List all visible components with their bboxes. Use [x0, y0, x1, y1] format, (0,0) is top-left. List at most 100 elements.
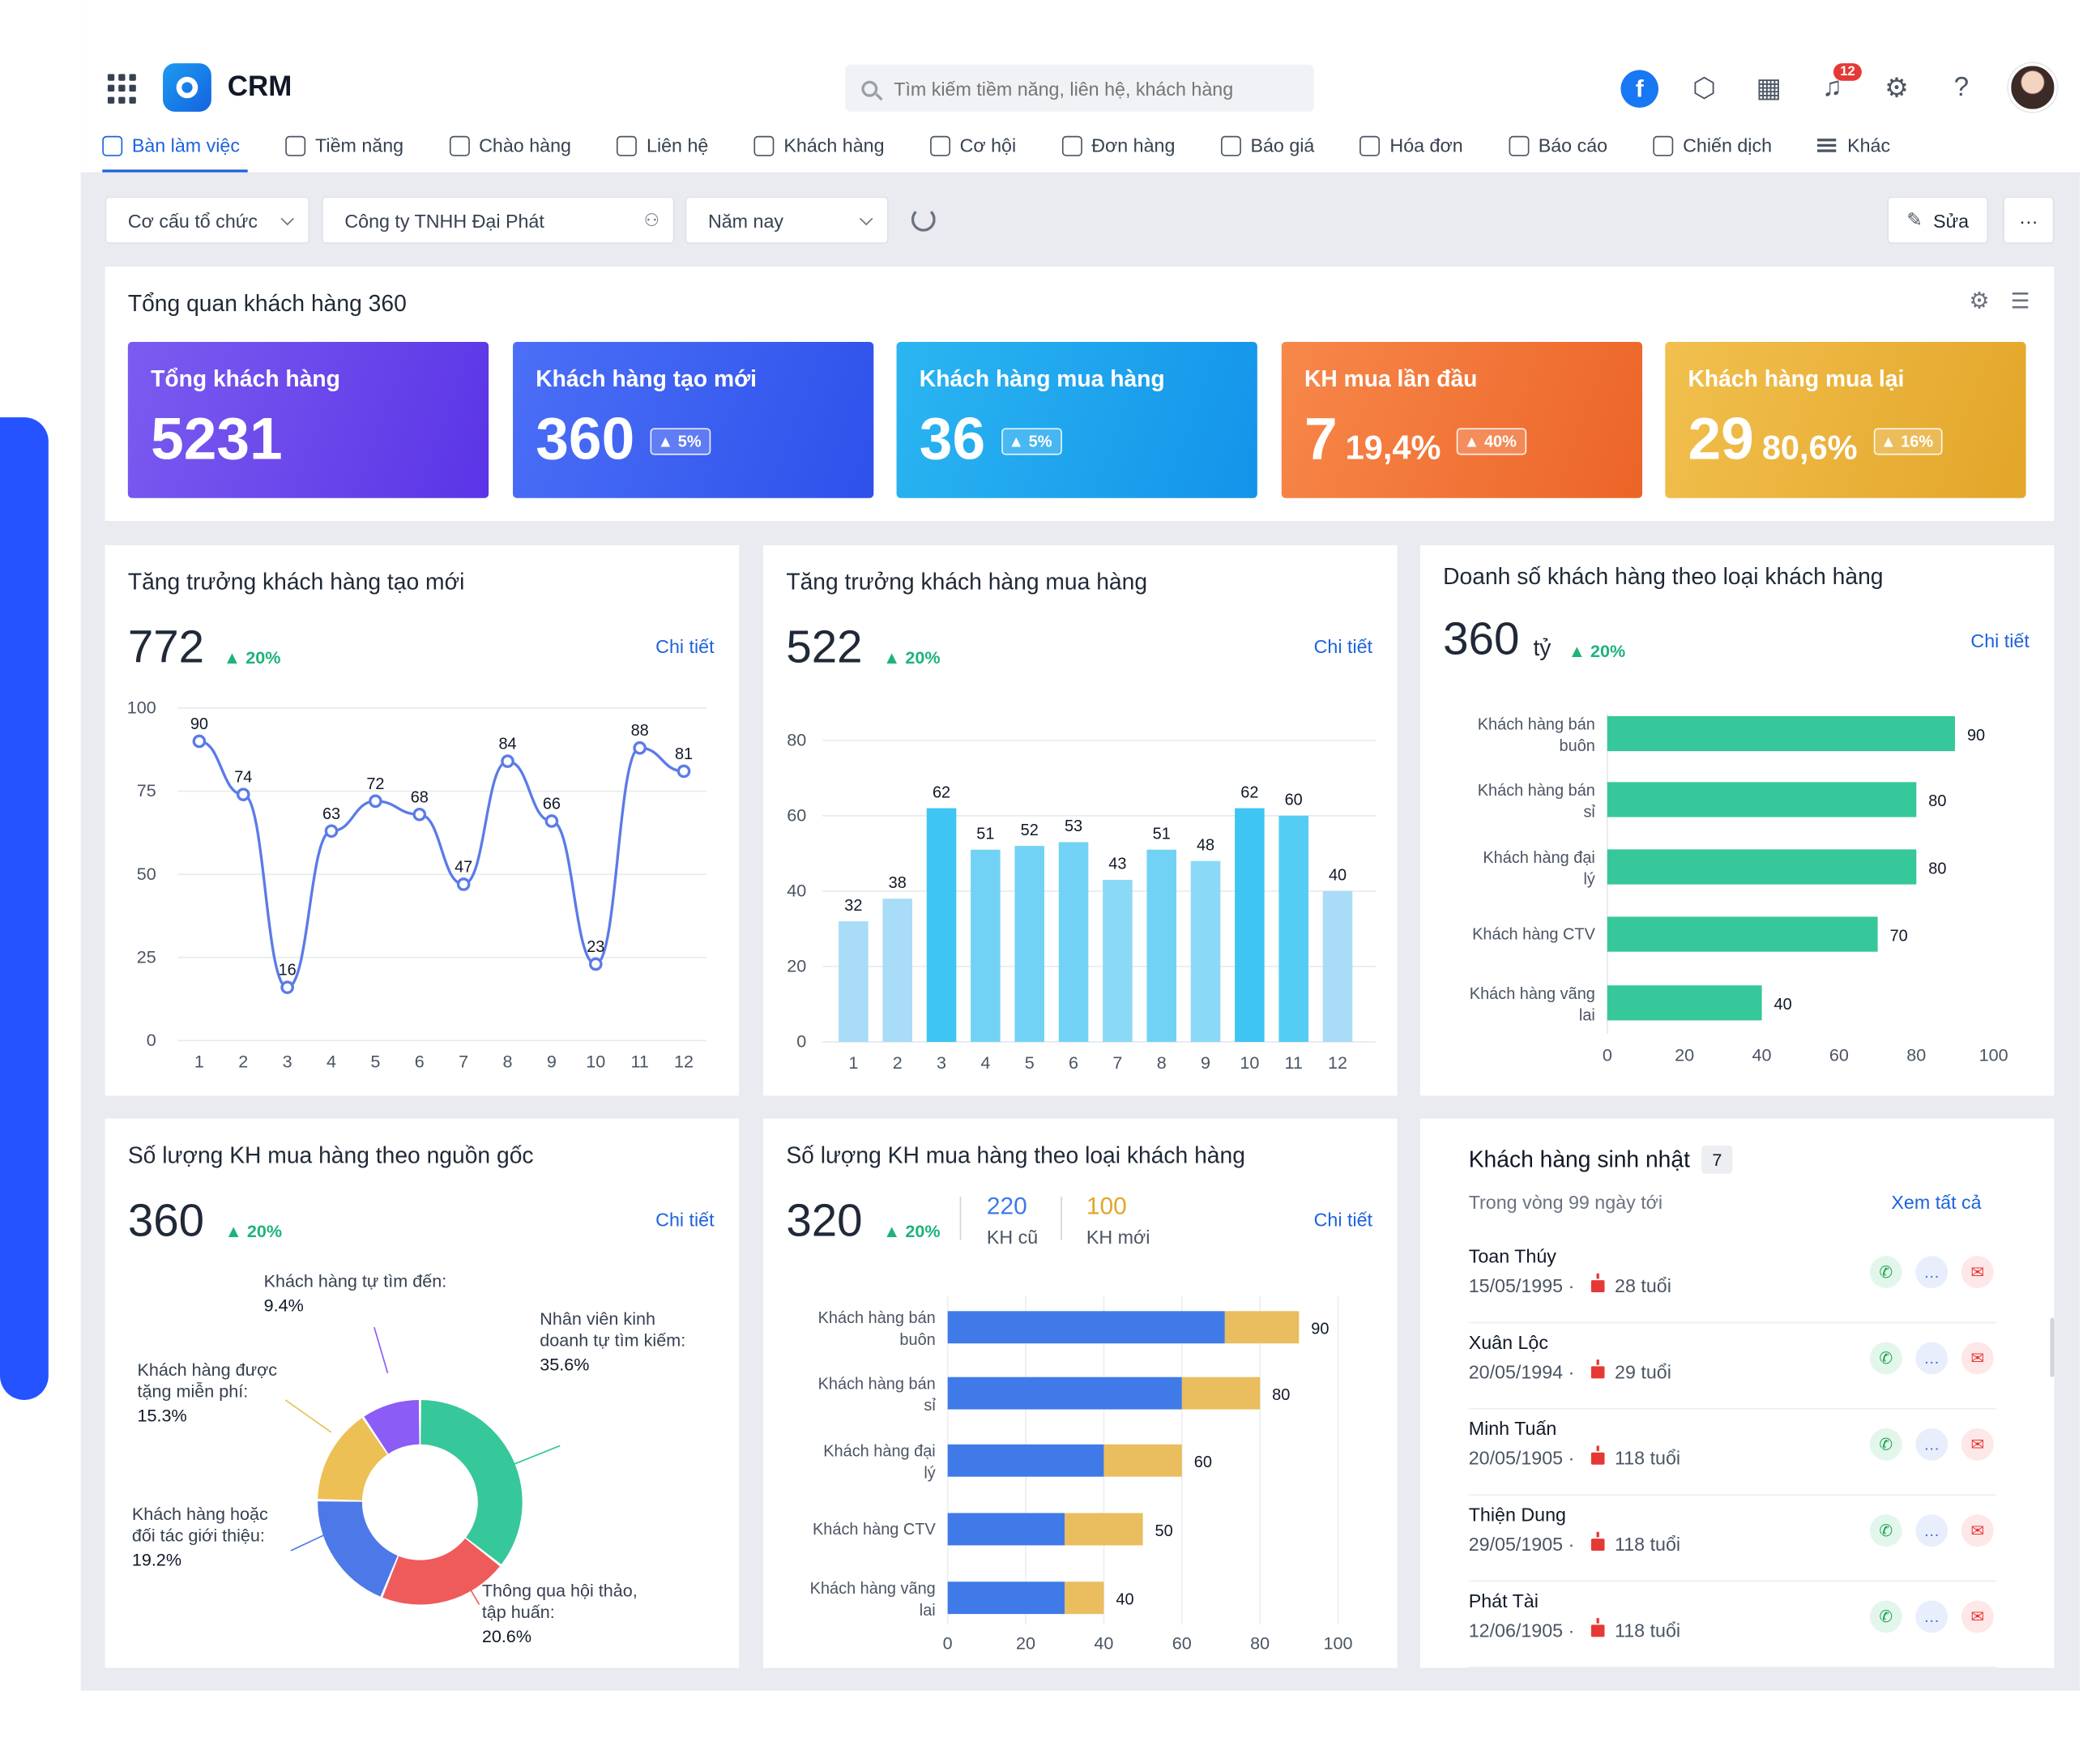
- app-grid-icon[interactable]: [107, 74, 138, 104]
- period-label: Năm nay: [707, 209, 784, 231]
- nav-item-6[interactable]: Đơn hàng: [1061, 130, 1221, 162]
- y-tick-label: Khách hàng bán: [1478, 782, 1595, 800]
- search-input[interactable]: [894, 77, 1285, 100]
- stacked-bar-segment: [947, 1377, 1182, 1410]
- nav-item-2[interactable]: Chào hàng: [449, 130, 617, 162]
- kpi-tile[interactable]: KH mua lần đầu 7 19,4% ▲ 40%: [1281, 342, 1643, 498]
- detail-link[interactable]: Chi tiết: [1313, 1209, 1373, 1231]
- y-tick-label: lai: [920, 1602, 936, 1620]
- birth-date: 12/06/1905: [1468, 1619, 1564, 1641]
- nav-item-3[interactable]: Liên hệ: [617, 130, 753, 162]
- org-structure-select[interactable]: Cơ cấu tổ chức: [105, 196, 310, 244]
- kpi-value: 29: [1688, 406, 1754, 473]
- nav-item-7[interactable]: Báo giá: [1220, 130, 1360, 162]
- nav-item-11[interactable]: Khác: [1817, 130, 1936, 162]
- kpi-tile[interactable]: Tổng khách hàng 5231: [127, 342, 489, 498]
- kpi-change: 16%: [1901, 432, 1934, 451]
- nav-item-10[interactable]: Chiến dịch: [1653, 130, 1818, 162]
- kpi-tile[interactable]: Khách hàng tạo mới 360 ▲ 5%: [513, 342, 874, 498]
- mail-icon[interactable]: ✉: [1961, 1514, 1994, 1547]
- refresh-icon[interactable]: [911, 207, 936, 232]
- customer-name: Toan Thúy: [1468, 1244, 1556, 1267]
- global-search[interactable]: [845, 64, 1314, 112]
- kpi-title: Khách hàng tạo mới: [536, 365, 758, 392]
- mail-icon[interactable]: ✉: [1961, 1342, 1994, 1375]
- data-label: 47: [455, 859, 472, 877]
- kpi-tile[interactable]: Khách hàng mua hàng 36 ▲ 5%: [896, 342, 1257, 498]
- kpi-tile[interactable]: Khách hàng mua lại 29 80,6% ▲ 16%: [1665, 342, 2026, 498]
- y-tick-label: 40: [787, 881, 806, 901]
- slice-percent: 19.2%: [132, 1549, 181, 1569]
- chat-icon[interactable]: …: [1915, 1428, 1948, 1461]
- company-select[interactable]: Công ty TNHH Đại Phát ⚇: [322, 196, 675, 244]
- label-connector: [373, 1327, 389, 1373]
- label-connector: [512, 1445, 561, 1466]
- facebook-icon[interactable]: f: [1620, 70, 1658, 108]
- detail-link[interactable]: Chi tiết: [1970, 630, 2030, 652]
- kpi-value: 360: [1443, 613, 1520, 665]
- scrollbar[interactable]: [2050, 1317, 2055, 1377]
- settings-gear-icon[interactable]: ⚙: [1884, 73, 1909, 104]
- y-tick-label: lý: [1583, 871, 1594, 889]
- mail-icon[interactable]: ✉: [1961, 1600, 1994, 1633]
- panel-settings-icon[interactable]: ⚙: [1969, 288, 1990, 314]
- y-tick-label: 50: [137, 864, 156, 884]
- age: 29 tuổi: [1615, 1360, 1671, 1383]
- see-all-link[interactable]: Xem tất cả: [1891, 1191, 1982, 1214]
- phone-icon[interactable]: ✆: [1869, 1256, 1902, 1289]
- data-label: 88: [631, 722, 649, 740]
- phone-icon[interactable]: ✆: [1869, 1514, 1902, 1547]
- slice-percent: 35.6%: [540, 1354, 589, 1374]
- y-tick-label: Khách hàng vãng: [1470, 985, 1595, 1003]
- data-label: 60: [1194, 1453, 1212, 1471]
- birthday-row[interactable]: Toan Thúy 15/05/1995 · 28 tuổi ✆ … ✉: [1468, 1237, 1997, 1324]
- phone-icon[interactable]: ✆: [1869, 1600, 1902, 1633]
- chat-icon[interactable]: …: [1915, 1256, 1948, 1289]
- org-structure-label: Cơ cấu tổ chức: [127, 209, 258, 231]
- birthday-row[interactable]: Phát Tài 12/06/1905 · 118 tuổi ✆ … ✉: [1468, 1581, 1997, 1668]
- nav-item-label: Chào hàng: [479, 134, 571, 156]
- chat-icon[interactable]: …: [1915, 1600, 1948, 1633]
- bar: [1190, 860, 1221, 1043]
- cube-icon[interactable]: ⬡: [1692, 73, 1716, 104]
- mail-icon[interactable]: ✉: [1961, 1428, 1994, 1461]
- edit-button[interactable]: ✎ Sửa: [1887, 196, 1989, 244]
- nav-item-9[interactable]: Báo cáo: [1509, 130, 1653, 162]
- panel-filter-icon[interactable]: ☰: [2010, 290, 2030, 314]
- type-count-card: Số lượng KH mua hàng theo loại khách hàn…: [763, 1118, 1398, 1668]
- detail-link[interactable]: Chi tiết: [655, 1209, 715, 1231]
- mail-icon[interactable]: ✉: [1961, 1256, 1994, 1289]
- phone-icon[interactable]: ✆: [1869, 1428, 1902, 1461]
- data-label: 70: [1890, 927, 1908, 945]
- x-tick-label: 12: [1328, 1052, 1347, 1073]
- more-options-button[interactable]: ···: [2003, 196, 2055, 244]
- x-tick-label: 5: [1025, 1052, 1035, 1073]
- x-tick-label: 11: [630, 1052, 648, 1072]
- calendar-icon[interactable]: ▦: [1756, 73, 1782, 104]
- nav-item-1[interactable]: Tiềm năng: [285, 130, 449, 162]
- chat-icon[interactable]: …: [1915, 1342, 1948, 1375]
- birthday-row[interactable]: Thiện Dung 29/05/1905 · 118 tuổi ✆ … ✉: [1468, 1496, 1997, 1582]
- chat-icon[interactable]: …: [1915, 1514, 1948, 1547]
- help-icon[interactable]: ?: [1953, 71, 1970, 102]
- label-connector: [290, 1528, 337, 1552]
- nav-item-label: Tiềm năng: [315, 134, 404, 156]
- nav-item-5[interactable]: Cơ hội: [930, 130, 1062, 162]
- nav-item-4[interactable]: Khách hàng: [753, 130, 930, 162]
- detail-link[interactable]: Chi tiết: [655, 635, 715, 657]
- birthday-info: 20/05/1905 · 118 tuổi: [1468, 1445, 1681, 1469]
- detail-link[interactable]: Chi tiết: [1313, 635, 1373, 657]
- nav-item-0[interactable]: Bàn làm việc: [102, 130, 285, 173]
- birthday-row[interactable]: Minh Tuấn 20/05/1905 · 118 tuổi ✆ … ✉: [1468, 1410, 1997, 1496]
- phone-icon[interactable]: ✆: [1869, 1342, 1902, 1375]
- overview-title: Tổng quan khách hàng 360: [127, 290, 407, 317]
- nav-item-8[interactable]: Hóa đơn: [1359, 130, 1509, 162]
- period-select[interactable]: Năm nay: [685, 196, 889, 244]
- birthday-row[interactable]: Xuân Lộc 20/05/1994 · 29 tuổi ✆ … ✉: [1468, 1323, 1997, 1410]
- user-avatar[interactable]: [2008, 63, 2057, 112]
- nav-item-label: Hóa đơn: [1389, 134, 1463, 156]
- company-label: Công ty TNHH Đại Phát: [344, 209, 544, 231]
